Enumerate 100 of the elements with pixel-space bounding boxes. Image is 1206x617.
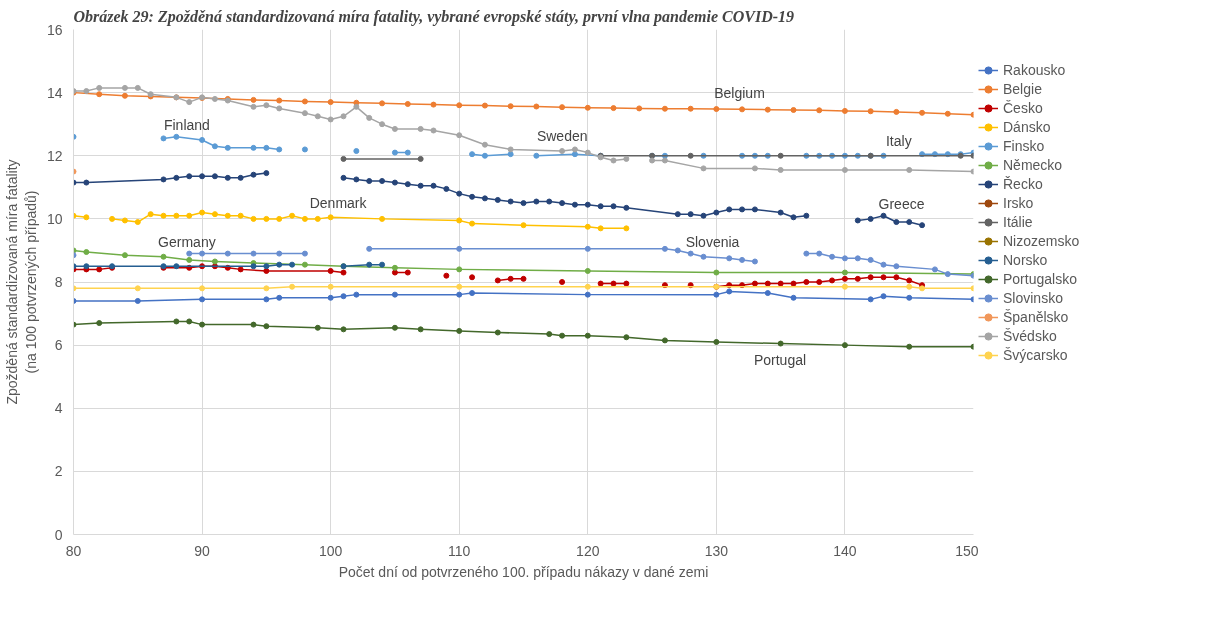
point (289, 212, 296, 219)
point (237, 174, 244, 181)
point (829, 253, 836, 260)
legend-label: Španělsko (1003, 308, 1069, 326)
point (571, 146, 578, 153)
point (764, 280, 771, 287)
point (636, 105, 643, 112)
point (661, 157, 668, 164)
point (584, 245, 591, 252)
point (841, 107, 848, 114)
point (726, 282, 733, 289)
point (430, 101, 437, 108)
legend-label: Německo (1003, 156, 1063, 174)
point (880, 293, 887, 300)
point (391, 179, 398, 186)
point (867, 274, 874, 281)
point (340, 269, 347, 276)
point (134, 84, 141, 91)
point (173, 133, 180, 140)
point (841, 166, 848, 173)
point (456, 266, 463, 273)
point (391, 149, 398, 156)
x-tick-label: 120 (576, 542, 600, 559)
point (366, 245, 373, 252)
point (687, 282, 694, 289)
point (687, 152, 694, 159)
point (96, 266, 103, 273)
point (211, 95, 218, 102)
legend-label: Česko (1003, 99, 1043, 117)
point (121, 84, 128, 91)
point (790, 106, 797, 113)
legend-label: Švédsko (1003, 327, 1057, 345)
point (623, 280, 630, 287)
legend-label: Irsko (1003, 194, 1034, 212)
point (404, 269, 411, 276)
point (481, 141, 488, 148)
point (263, 267, 270, 274)
point (610, 203, 617, 210)
y-tick-label: 10 (46, 210, 63, 227)
point (507, 146, 514, 153)
point (571, 201, 578, 208)
x-tick-label: 110 (448, 542, 471, 559)
point (456, 291, 463, 298)
point (507, 103, 514, 110)
point (430, 127, 437, 134)
annotation: Portugal (753, 352, 807, 369)
point (739, 206, 746, 213)
point (456, 245, 463, 252)
point (301, 98, 308, 105)
point (533, 103, 540, 110)
annotation: Greece (878, 195, 925, 212)
point (199, 250, 206, 257)
legend-label: Nizozemsko (1003, 232, 1080, 250)
point (199, 285, 206, 292)
point (314, 215, 321, 222)
point (597, 280, 604, 287)
y-tick-label: 8 (54, 274, 63, 290)
point (134, 297, 141, 304)
point (186, 250, 193, 257)
point (546, 331, 553, 338)
point (751, 165, 758, 172)
point (379, 261, 386, 268)
point (854, 217, 861, 224)
point (777, 152, 784, 159)
point (494, 277, 501, 284)
point (713, 269, 720, 276)
legend-label: Portugalsko (1003, 270, 1077, 288)
point (250, 96, 257, 103)
point (623, 334, 630, 341)
point (571, 151, 578, 158)
point (906, 277, 913, 284)
point (134, 219, 141, 226)
point (713, 106, 720, 113)
point (494, 329, 501, 336)
point (186, 318, 193, 325)
point (751, 280, 758, 287)
point (906, 343, 913, 350)
annotation: Italy (885, 132, 912, 149)
point (841, 342, 848, 349)
point (713, 291, 720, 298)
point (584, 223, 591, 230)
point (803, 250, 810, 257)
point (520, 222, 527, 229)
point (790, 280, 797, 287)
point (211, 211, 218, 218)
point (507, 275, 514, 282)
point (96, 320, 103, 327)
annotation: Finland (163, 117, 210, 134)
point (173, 212, 180, 219)
point (83, 249, 90, 256)
legend-label: Norsko (1003, 251, 1048, 269)
point (790, 294, 797, 301)
point (481, 195, 488, 202)
point (391, 264, 398, 271)
point (289, 261, 296, 268)
annotation: Belgium (714, 84, 765, 101)
point (353, 291, 360, 298)
point (417, 182, 424, 189)
point (276, 261, 283, 268)
point (173, 318, 180, 325)
